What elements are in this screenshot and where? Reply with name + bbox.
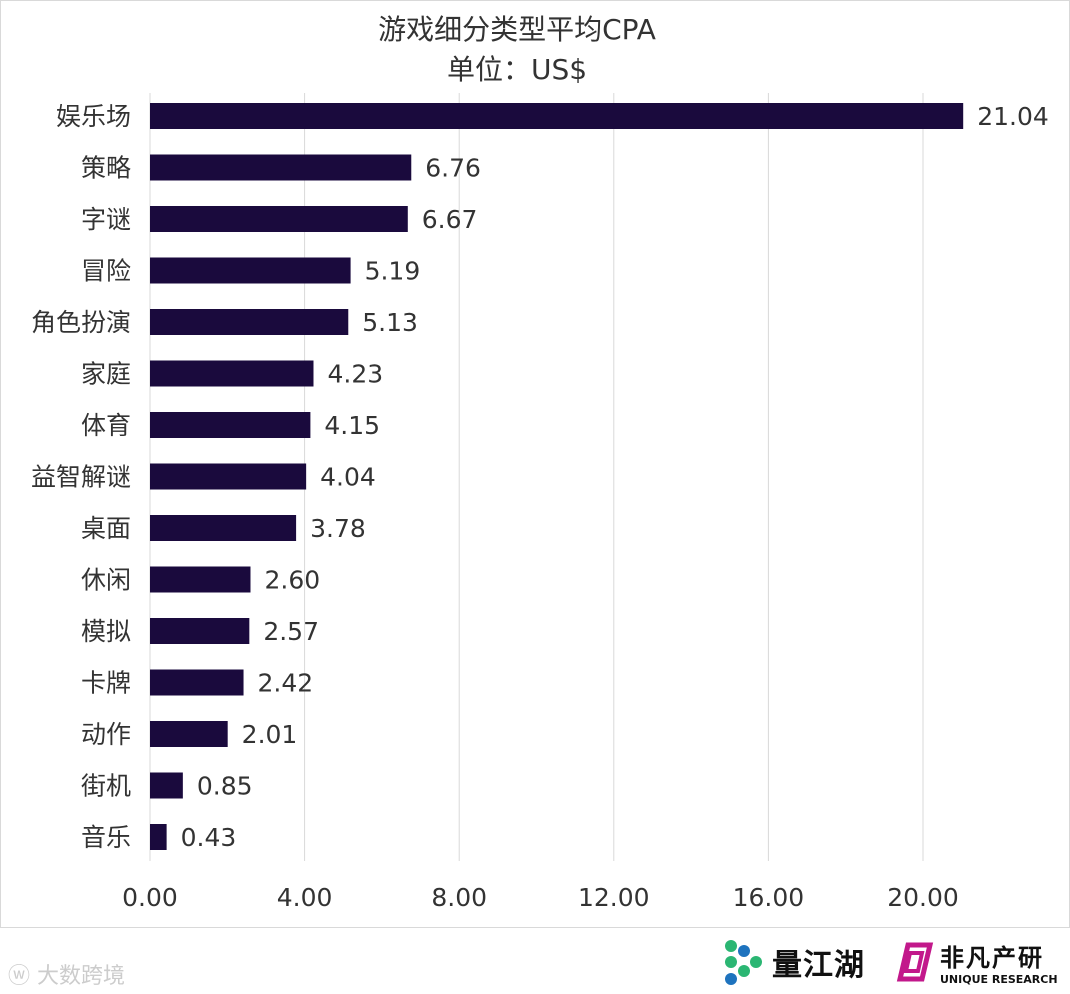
bars (150, 103, 964, 850)
value-label: 6.67 (422, 205, 478, 234)
bar (150, 103, 964, 129)
category-label: 冒险 (81, 257, 131, 286)
value-labels: 21.04 6.76 6.675.19 5.13 4.23 4.15 4.04 3.78 2.6… (181, 102, 1049, 852)
value-label: 2.60 (264, 566, 320, 595)
weibo-icon: ⓦ (8, 964, 31, 989)
unique-research-logo-icon (896, 942, 934, 982)
bar (150, 566, 251, 593)
x-tick-label: 16.00 (733, 883, 805, 912)
bar (150, 463, 307, 490)
bar (150, 721, 228, 747)
value-label: 4.15 (324, 411, 380, 440)
bar (150, 206, 408, 232)
category-label: 卡牌 (81, 669, 131, 698)
watermark: ⓦ 大数跨境 (8, 958, 125, 990)
brand-liangjianghu: 量江湖 (722, 936, 865, 988)
watermark-text: 大数跨境 (37, 964, 126, 989)
bar (150, 412, 311, 438)
x-tick-label: 0.00 (122, 883, 178, 912)
bar (150, 618, 250, 644)
bar (150, 515, 297, 541)
brand-right-en: UNIQUE RESEARCH (940, 973, 1058, 986)
value-label: 0.43 (181, 823, 237, 852)
value-label: 3.78 (310, 514, 366, 543)
category-label: 体育 (81, 411, 131, 440)
liangjianghu-logo-icon (725, 940, 762, 985)
chart-title: 游戏细分类型平均CPA (378, 13, 656, 46)
x-tick-label: 8.00 (431, 883, 487, 912)
bar (150, 257, 351, 284)
category-label: 益智解谜 (31, 463, 131, 492)
brand-right-cn: 非凡产研 (940, 944, 1044, 972)
bar (150, 309, 349, 335)
chart-frame: 游戏细分类型平均CPA 单位：US$ 娱乐场策略字谜冒险角色扮演家庭体育益智解谜… (0, 0, 1070, 928)
brand-left-text: 量江湖 (772, 948, 865, 983)
brand-unique-research: 非凡产研 UNIQUE RESEARCH (896, 934, 1058, 990)
value-label: 4.04 (320, 463, 376, 492)
x-tick-label: 12.00 (578, 883, 650, 912)
bar (150, 669, 244, 696)
category-label: 动作 (81, 720, 131, 749)
bar (150, 154, 412, 181)
category-label: 家庭 (81, 360, 131, 389)
bar (150, 360, 314, 387)
category-label: 娱乐场 (56, 102, 131, 131)
value-label: 5.13 (362, 308, 418, 337)
category-label: 策略 (81, 154, 131, 183)
bar (150, 772, 183, 799)
chart-subtitle: 单位：US$ (447, 53, 587, 86)
bar (150, 824, 167, 850)
x-axis-ticks: 0.00 4.00 8.00 12.00 16.00 20.00 (122, 883, 959, 912)
value-label: 6.76 (425, 154, 481, 183)
category-label: 模拟 (81, 617, 131, 646)
x-tick-label: 4.00 (277, 883, 333, 912)
category-label: 字谜 (81, 205, 131, 234)
value-label: 5.19 (365, 257, 421, 286)
category-label: 音乐 (81, 823, 131, 852)
x-tick-label: 20.00 (887, 883, 959, 912)
category-label: 桌面 (81, 514, 131, 543)
value-label: 4.23 (327, 360, 383, 389)
value-label: 21.04 (977, 102, 1049, 131)
category-label: 角色扮演 (31, 308, 131, 337)
footer: ⓦ 大数跨境 量江湖 非凡产研 UNIQUE RESEARCH (0, 928, 1070, 994)
bar-chart: 游戏细分类型平均CPA 单位：US$ 娱乐场策略字谜冒险角色扮演家庭体育益智解谜… (31, 13, 1049, 912)
value-label: 2.01 (242, 720, 298, 749)
category-label: 休闲 (81, 566, 131, 595)
category-label: 街机 (81, 772, 131, 801)
value-label: 0.85 (197, 772, 253, 801)
value-label: 2.57 (263, 617, 319, 646)
value-label: 2.42 (258, 669, 314, 698)
